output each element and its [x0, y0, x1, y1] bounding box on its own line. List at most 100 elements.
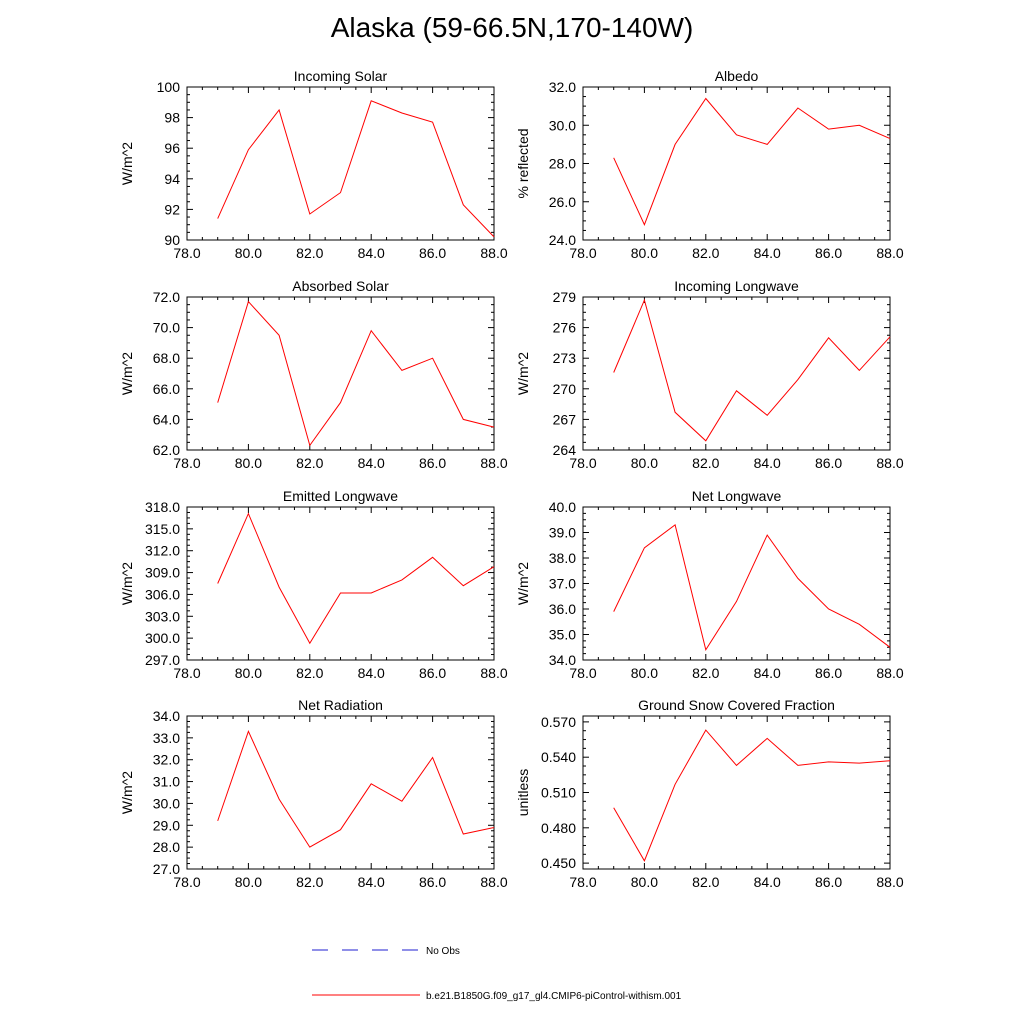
- chart-incoming-longwave-xtick-label: 78.0: [569, 455, 596, 471]
- chart-ground-snow-covered-fraction-ytick-label: 0.510: [541, 785, 576, 801]
- legend-obs-label: No Obs: [426, 946, 460, 957]
- chart-incoming-solar-ytick-label: 100: [157, 79, 181, 95]
- chart-ground-snow-covered-fraction-xtick-label: 78.0: [569, 874, 596, 890]
- chart-net-longwave-xtick-label: 86.0: [815, 665, 842, 681]
- page-title: Alaska (59-66.5N,170-140W): [330, 12, 694, 43]
- chart-incoming-solar-xtick-label: 88.0: [480, 245, 507, 261]
- chart-emitted-longwave-series-line: [217, 512, 495, 645]
- chart-net-radiation-ytick-label: 28.0: [153, 839, 180, 855]
- chart-absorbed-solar-ylabel: W/m^2: [119, 352, 135, 395]
- chart-absorbed-solar-xtick-label: 88.0: [480, 455, 507, 471]
- chart-net-radiation-ylabel: W/m^2: [119, 771, 135, 814]
- chart-net-longwave-xtick-label: 84.0: [754, 665, 781, 681]
- chart-albedo-ytick-label: 24.0: [549, 232, 576, 248]
- chart-albedo-xtick-label: 82.0: [692, 245, 719, 261]
- chart-net-radiation-xtick-label: 86.0: [419, 874, 446, 890]
- chart-incoming-longwave-xtick-label: 80.0: [631, 455, 658, 471]
- chart-albedo-frame: [582, 86, 891, 241]
- chart-net-radiation-ytick-label: 33.0: [153, 730, 180, 746]
- legend: No Obs b.e21.B1850G.f09_g17_gl4.CMIP6-pi…: [312, 946, 682, 1002]
- chart-net-radiation-xtick-label: 88.0: [480, 874, 507, 890]
- chart-albedo-xtick-label: 78.0: [569, 245, 596, 261]
- chart-incoming-solar-xtick-label: 82.0: [296, 245, 323, 261]
- chart-absorbed-solar-frame: [186, 296, 495, 451]
- chart-incoming-solar-ytick-label: 98: [164, 110, 180, 126]
- chart-net-radiation-ytick-label: 27.0: [153, 861, 180, 877]
- chart-absorbed-solar-ytick-label: 62.0: [153, 442, 180, 458]
- chart-albedo-title: Albedo: [715, 68, 759, 84]
- chart-emitted-longwave-title: Emitted Longwave: [283, 488, 398, 504]
- chart-panels: Incoming Solar W/m^2 78.0 80.0 82.0 84.0 86.0 8…: [119, 68, 904, 890]
- chart-ground-snow-covered-fraction-ytick-label: 0.540: [541, 749, 576, 765]
- chart-net-longwave: Net Longwave W/m^2 78.0 80.0 82.0 84.0 86.0 88.…: [515, 488, 904, 681]
- chart-incoming-solar-ytick-label: 92: [164, 201, 180, 217]
- chart-net-longwave-ytick-label: 36.0: [549, 601, 576, 617]
- chart-ground-snow-covered-fraction-xtick-label: 82.0: [692, 874, 719, 890]
- chart-incoming-solar-ytick-label: 96: [164, 140, 180, 156]
- chart-incoming-longwave-ytick-label: 279: [553, 289, 577, 305]
- chart-incoming-longwave-ytick-label: 270: [553, 381, 577, 397]
- chart-emitted-longwave: Emitted Longwave W/m^2 78.0 80.0 82.0 84.0 86.…: [119, 488, 508, 681]
- chart-incoming-solar-xtick-label: 86.0: [419, 245, 446, 261]
- chart-absorbed-solar: Absorbed Solar W/m^2 78.0 80.0 82.0 84.0 86.0 8…: [119, 278, 508, 471]
- chart-net-longwave-ytick-label: 34.0: [549, 652, 576, 668]
- chart-net-longwave-ytick-label: 39.0: [549, 525, 576, 541]
- chart-net-radiation-ytick-label: 32.0: [153, 752, 180, 768]
- chart-net-radiation: Net Radiation W/m^2 78.0 80.0 82.0 84.0 86.0 88…: [119, 697, 508, 890]
- chart-incoming-solar-xtick-label: 80.0: [235, 245, 262, 261]
- chart-albedo-xtick-label: 80.0: [631, 245, 658, 261]
- chart-emitted-longwave-xtick-label: 86.0: [419, 665, 446, 681]
- chart-albedo-ytick-label: 28.0: [549, 156, 576, 172]
- chart-incoming-longwave-ytick-label: 264: [553, 442, 577, 458]
- chart-incoming-solar-xtick-label: 78.0: [173, 245, 200, 261]
- chart-net-radiation-xtick-label: 78.0: [173, 874, 200, 890]
- chart-absorbed-solar-xtick-label: 86.0: [419, 455, 446, 471]
- chart-incoming-longwave-ytick-label: 276: [553, 320, 577, 336]
- chart-emitted-longwave-ytick-label: 312.0: [145, 543, 180, 559]
- chart-incoming-longwave-ylabel: W/m^2: [515, 352, 531, 395]
- chart-albedo-ytick-label: 26.0: [549, 194, 576, 210]
- chart-net-radiation-series-line: [217, 729, 495, 848]
- chart-incoming-longwave-xtick-label: 84.0: [754, 455, 781, 471]
- chart-ground-snow-covered-fraction-xtick-label: 86.0: [815, 874, 842, 890]
- chart-ground-snow-covered-fraction-xtick-label: 80.0: [631, 874, 658, 890]
- chart-emitted-longwave-frame: [186, 506, 495, 661]
- chart-net-longwave-xtick-label: 88.0: [876, 665, 903, 681]
- chart-ground-snow-covered-fraction-ylabel: unitless: [515, 769, 531, 816]
- chart-emitted-longwave-ytick-label: 300.0: [145, 630, 180, 646]
- chart-albedo-xtick-label: 84.0: [754, 245, 781, 261]
- chart-incoming-longwave: Incoming Longwave W/m^2 78.0 80.0 82.0 84.0 86…: [515, 278, 904, 471]
- chart-emitted-longwave-xtick-label: 80.0: [235, 665, 262, 681]
- chart-ground-snow-covered-fraction-xtick-label: 88.0: [876, 874, 903, 890]
- chart-incoming-longwave-series-line: [613, 298, 891, 442]
- chart-incoming-solar: Incoming Solar W/m^2 78.0 80.0 82.0 84.0 86.0 8…: [119, 68, 508, 261]
- chart-ground-snow-covered-fraction-title: Ground Snow Covered Fraction: [638, 697, 835, 713]
- chart-incoming-longwave-xtick-label: 88.0: [876, 455, 903, 471]
- chart-absorbed-solar-xtick-label: 82.0: [296, 455, 323, 471]
- chart-net-longwave-ytick-label: 38.0: [549, 550, 576, 566]
- chart-absorbed-solar-title: Absorbed Solar: [292, 278, 389, 294]
- legend-model-label: b.e21.B1850G.f09_g17_gl4.CMIP6-piControl…: [426, 991, 682, 1002]
- chart-incoming-solar-title: Incoming Solar: [294, 68, 388, 84]
- chart-emitted-longwave-ytick-label: 303.0: [145, 608, 180, 624]
- chart-incoming-solar-series-line: [217, 100, 495, 238]
- chart-net-longwave-ytick-label: 40.0: [549, 499, 576, 515]
- chart-net-radiation-frame: [186, 715, 495, 870]
- chart-albedo-ylabel: % reflected: [515, 128, 531, 198]
- chart-absorbed-solar-xtick-label: 78.0: [173, 455, 200, 471]
- chart-absorbed-solar-ytick-label: 64.0: [153, 411, 180, 427]
- chart-emitted-longwave-ytick-label: 309.0: [145, 565, 180, 581]
- chart-incoming-longwave-title: Incoming Longwave: [674, 278, 799, 294]
- chart-emitted-longwave-ytick-label: 318.0: [145, 499, 180, 515]
- chart-net-radiation-xtick-label: 80.0: [235, 874, 262, 890]
- chart-net-longwave-ytick-label: 37.0: [549, 576, 576, 592]
- chart-incoming-solar-ylabel: W/m^2: [119, 142, 135, 185]
- chart-net-radiation-xtick-label: 82.0: [296, 874, 323, 890]
- chart-net-radiation-ytick-label: 34.0: [153, 708, 180, 724]
- chart-incoming-longwave-xtick-label: 86.0: [815, 455, 842, 471]
- chart-net-radiation-title: Net Radiation: [298, 697, 383, 713]
- chart-incoming-longwave-ytick-label: 267: [553, 411, 577, 427]
- chart-net-longwave-ytick-label: 35.0: [549, 627, 576, 643]
- chart-net-radiation-xtick-label: 84.0: [358, 874, 385, 890]
